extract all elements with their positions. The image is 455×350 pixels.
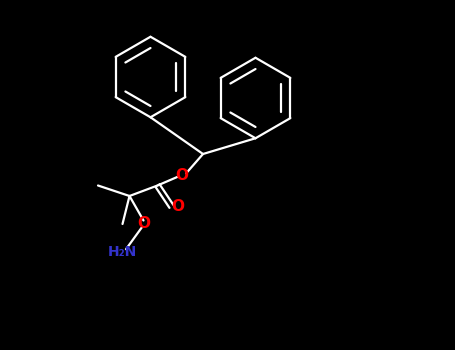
Text: O: O <box>176 168 188 182</box>
Text: H₂N: H₂N <box>108 245 137 259</box>
Text: O: O <box>171 199 184 214</box>
Text: O: O <box>137 217 150 231</box>
